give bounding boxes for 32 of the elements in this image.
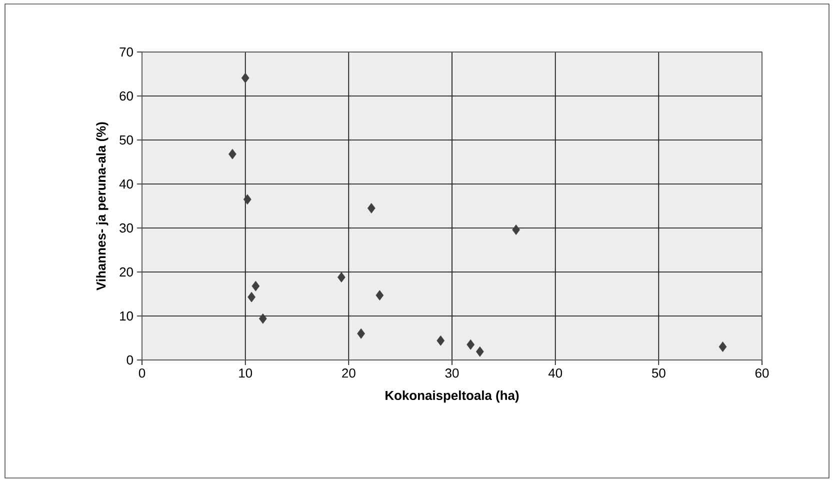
y-tick-label: 60 (120, 91, 133, 101)
x-tick-label: 20 (342, 368, 356, 378)
point (436, 335, 445, 346)
y-tick-label: 0 (126, 355, 133, 365)
x-tick-label: 10 (239, 368, 252, 378)
point (337, 272, 346, 282)
point (367, 202, 376, 214)
y-tick-label: 30 (120, 223, 133, 233)
y-tick-label: 20 (120, 267, 133, 277)
point (466, 339, 475, 350)
point (241, 72, 250, 84)
point (718, 342, 727, 352)
point (252, 280, 260, 292)
x-tick-label: 40 (548, 368, 562, 378)
x-tick-label: 0 (138, 368, 146, 378)
y-tick-label: 50 (120, 135, 133, 145)
y-tick-label: 70 (120, 47, 133, 57)
point (512, 224, 520, 235)
x-tick-label: 50 (652, 368, 666, 378)
point (357, 328, 366, 339)
y-axis-title: Vihannes- ja peruna-ala (%) (96, 122, 108, 290)
x-axis-title: Kokonaispeltoala (ha) (386, 390, 519, 403)
point (248, 292, 256, 302)
point (258, 313, 267, 324)
point (228, 148, 236, 160)
x-tick-label: 60 (755, 368, 769, 378)
x-tick-label: 30 (445, 368, 459, 378)
y-tick-label: 40 (119, 179, 133, 189)
point (376, 290, 384, 301)
y-tick-label: 10 (120, 311, 133, 321)
point (476, 346, 484, 357)
point (243, 194, 252, 205)
